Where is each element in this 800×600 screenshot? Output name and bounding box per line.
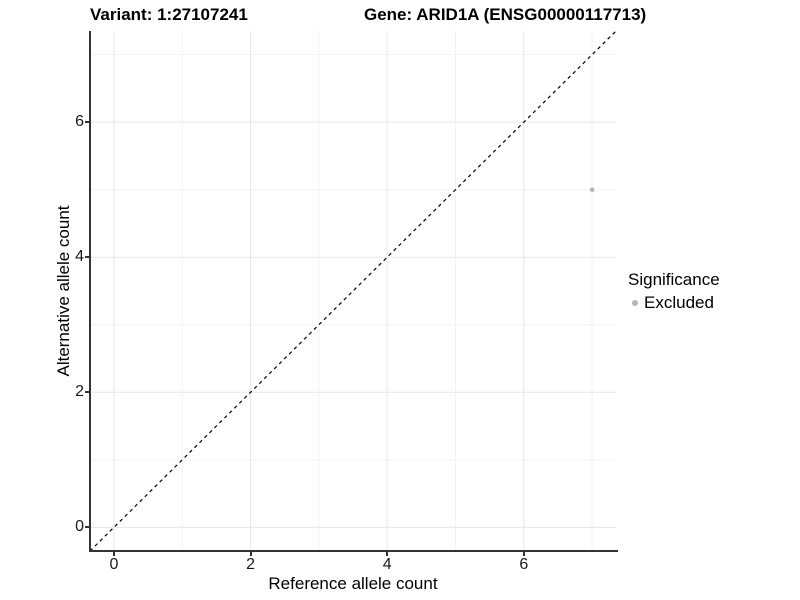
y-tick-label: 2: [75, 383, 84, 401]
x-axis-line: [89, 550, 618, 552]
x-axis-title: Reference allele count: [268, 574, 438, 593]
identity-line: [89, 30, 617, 552]
x-tick-label: 4: [382, 556, 392, 573]
y-tick-label: 0: [75, 518, 84, 536]
x-tick-mark: [522, 552, 525, 556]
y-tick-label: 6: [75, 113, 84, 131]
y-tick-mark: [85, 391, 89, 394]
legend-key-dot: [632, 300, 638, 306]
data-point: [589, 187, 595, 193]
y-tick-mark: [85, 526, 89, 529]
plot-canvas: [89, 30, 617, 552]
plot-title-variant: Variant: 1:27107241: [90, 5, 248, 24]
x-tick-label: 2: [246, 556, 255, 573]
legend: Significance Excluded: [628, 270, 796, 313]
legend-title: Significance: [628, 270, 720, 289]
legend-items: Excluded: [628, 293, 796, 313]
plot-title-gene: Gene: ARID1A (ENSG00000117713): [364, 5, 647, 24]
y-axis-title: Alternative allele count: [54, 205, 73, 377]
x-tick-label: 0: [109, 556, 119, 573]
y-tick-label: 4: [75, 248, 84, 266]
legend-item: Excluded: [628, 293, 796, 313]
y-axis-line: [89, 31, 91, 552]
x-tick-mark: [249, 552, 252, 556]
legend-item-label: Excluded: [644, 293, 714, 312]
x-tick-mark: [386, 552, 389, 556]
x-tick-label: 6: [519, 556, 529, 573]
plot-panel: [89, 30, 617, 552]
y-tick-mark: [85, 121, 89, 124]
x-tick-mark: [112, 552, 115, 556]
y-tick-mark: [85, 256, 89, 259]
